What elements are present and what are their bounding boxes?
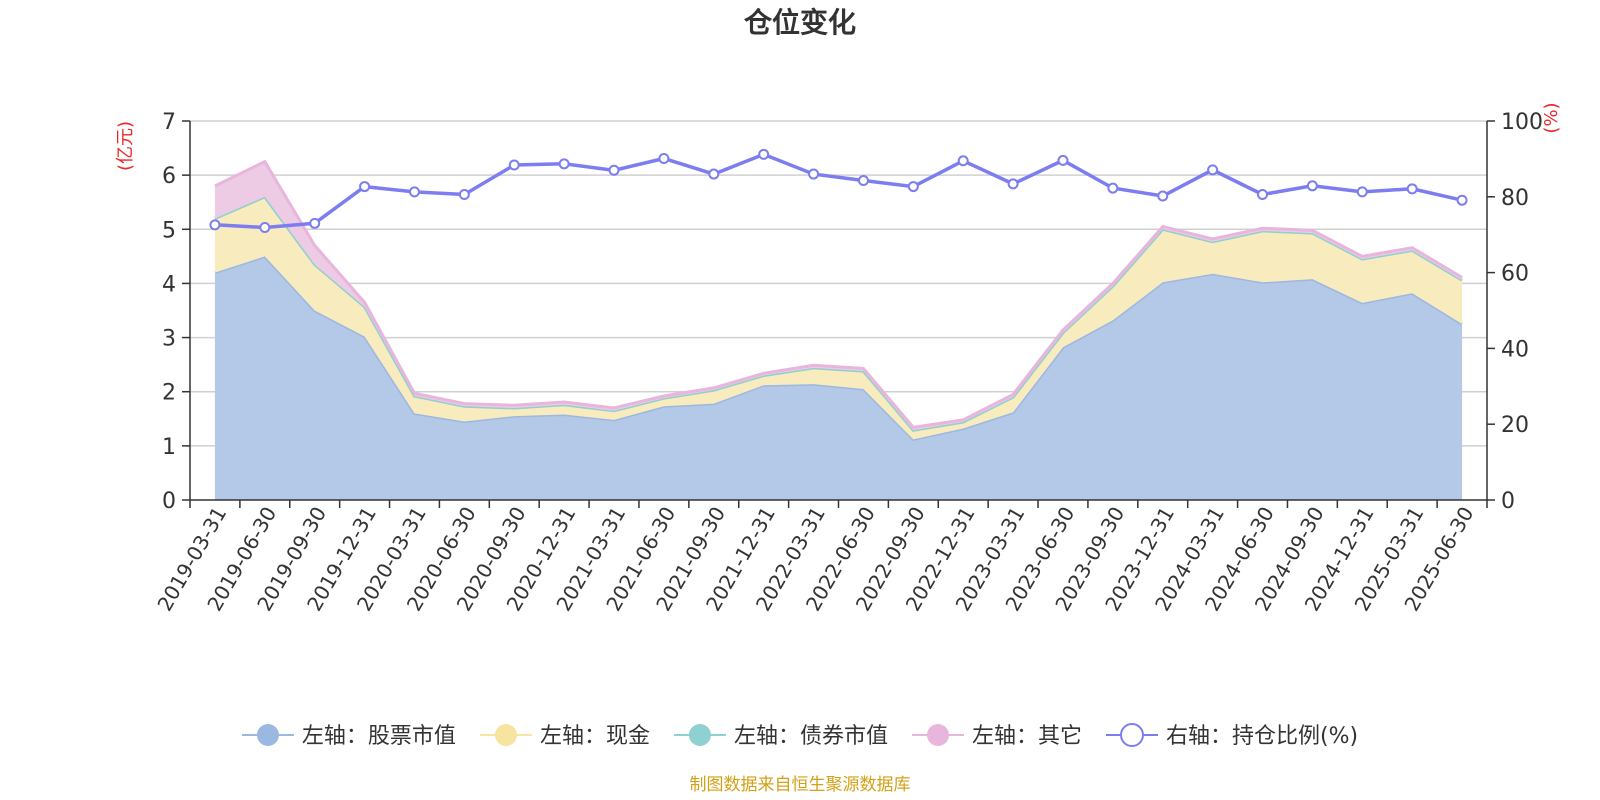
ratio-point	[1356, 186, 1368, 198]
legend-marker	[494, 724, 517, 746]
ratio-point	[1157, 190, 1169, 202]
ratio-point	[1207, 164, 1219, 176]
legend: 左轴：股票市值 左轴：现金 左轴：债券市值 左轴：其它 右轴：持仓比例(%)	[241, 723, 1358, 749]
legend-item-3: 左轴：其它	[911, 724, 1082, 749]
left-axis-unit: (亿元)	[115, 121, 136, 171]
ratio-point	[508, 159, 520, 171]
left-tick-label: 1	[162, 435, 176, 460]
ratio-point	[708, 168, 720, 180]
ratio-point	[658, 153, 670, 165]
right-tick-label: 20	[1501, 413, 1529, 438]
ratio-point	[1107, 182, 1119, 194]
left-tick-label: 4	[162, 272, 176, 297]
ratio-point	[1257, 189, 1269, 201]
legend-label: 左轴：债券市值	[734, 724, 888, 749]
right-axis-unit: (%)	[1541, 102, 1562, 133]
ratio-point	[957, 155, 969, 167]
legend-item-2: 左轴：债券市值	[673, 724, 888, 749]
ratio-point	[408, 186, 420, 198]
left-tick-label: 3	[162, 327, 176, 352]
right-tick-label: 40	[1501, 337, 1529, 362]
legend-marker	[256, 724, 279, 746]
right-tick-label: 80	[1501, 186, 1529, 211]
left-tick-label: 5	[162, 218, 176, 243]
stacked-areas	[214, 159, 1463, 500]
ratio-point	[857, 175, 869, 187]
area-series-0	[214, 256, 1463, 500]
ratio-point	[1306, 180, 1318, 192]
left-tick-label: 6	[162, 164, 176, 189]
ratio-point	[1057, 154, 1069, 166]
ratio-point	[608, 164, 620, 176]
ratio-point	[558, 158, 570, 170]
ratio-line	[209, 148, 1468, 233]
ratio-point	[758, 148, 770, 160]
ratio-point	[808, 168, 820, 180]
ratio-point	[259, 221, 271, 233]
legend-marker	[1119, 723, 1144, 747]
left-tick-label: 7	[162, 110, 176, 135]
ratio-point	[309, 217, 321, 229]
legend-label: 左轴：其它	[972, 724, 1082, 749]
legend-marker	[926, 724, 949, 746]
ratio-point	[1456, 194, 1468, 206]
ratio-point	[359, 181, 371, 193]
right-tick-label: 100	[1501, 110, 1543, 135]
left-tick-label: 0	[162, 489, 176, 514]
right-tick-label: 60	[1501, 262, 1529, 287]
chart-title: 仓位变化	[744, 6, 856, 39]
ratio-point	[209, 219, 221, 231]
legend-item-4: 右轴：持仓比例(%)	[1105, 723, 1358, 749]
ratio-line-path	[214, 152, 1463, 230]
right-tick-label: 0	[1501, 489, 1515, 514]
legend-label: 左轴：现金	[540, 724, 650, 749]
ratio-point	[907, 181, 919, 193]
area-series-1	[214, 196, 1463, 440]
legend-label: 左轴：股票市值	[302, 724, 456, 749]
area-edge-3	[214, 159, 1463, 430]
ratio-point	[1007, 178, 1019, 190]
source-note: 制图数据来自恒生聚源数据库	[690, 775, 911, 795]
legend-item-1: 左轴：现金	[479, 724, 650, 749]
legend-marker	[688, 724, 711, 746]
ratio-point	[458, 189, 470, 201]
ratio-point	[1406, 183, 1418, 195]
legend-label: 右轴：持仓比例(%)	[1166, 724, 1358, 749]
left-tick-label: 2	[162, 381, 176, 406]
legend-item-0: 左轴：股票市值	[241, 724, 456, 749]
